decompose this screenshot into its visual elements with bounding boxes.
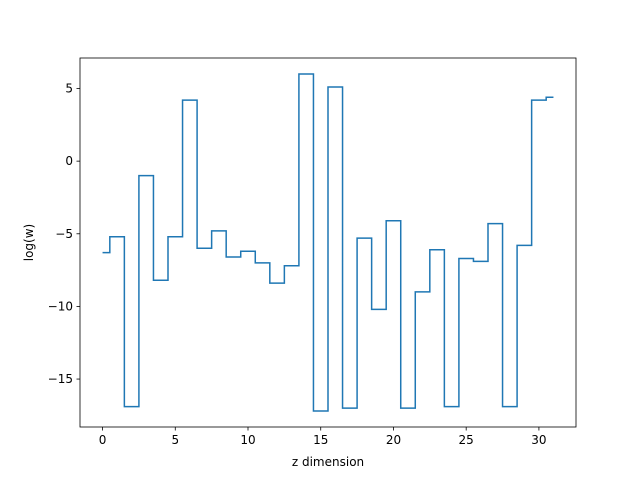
x-tick-label: 0 — [99, 433, 107, 447]
x-axis: 0 5 10 15 20 25 30 — [99, 427, 547, 447]
x-tick-label: 10 — [240, 433, 255, 447]
series-line-0 — [102, 73, 554, 412]
y-axis-label: log(w) — [22, 224, 36, 261]
y-tick-label: 0 — [65, 154, 73, 168]
y-tick-label: −5 — [55, 227, 73, 241]
x-tick-label: 30 — [531, 433, 546, 447]
y-tick-label: −10 — [48, 299, 73, 313]
y-tick-label: 5 — [65, 82, 73, 96]
x-tick-label: 15 — [313, 433, 328, 447]
x-tick-label: 25 — [459, 433, 474, 447]
x-tick-label: 5 — [171, 433, 179, 447]
x-tick-label: 20 — [386, 433, 401, 447]
y-tick-label: −15 — [48, 372, 73, 386]
plot-area — [102, 73, 554, 412]
y-axis: −15 −10 −5 0 5 — [48, 82, 80, 386]
axes-frame — [79, 57, 577, 428]
x-axis-label: z dimension — [292, 455, 364, 469]
